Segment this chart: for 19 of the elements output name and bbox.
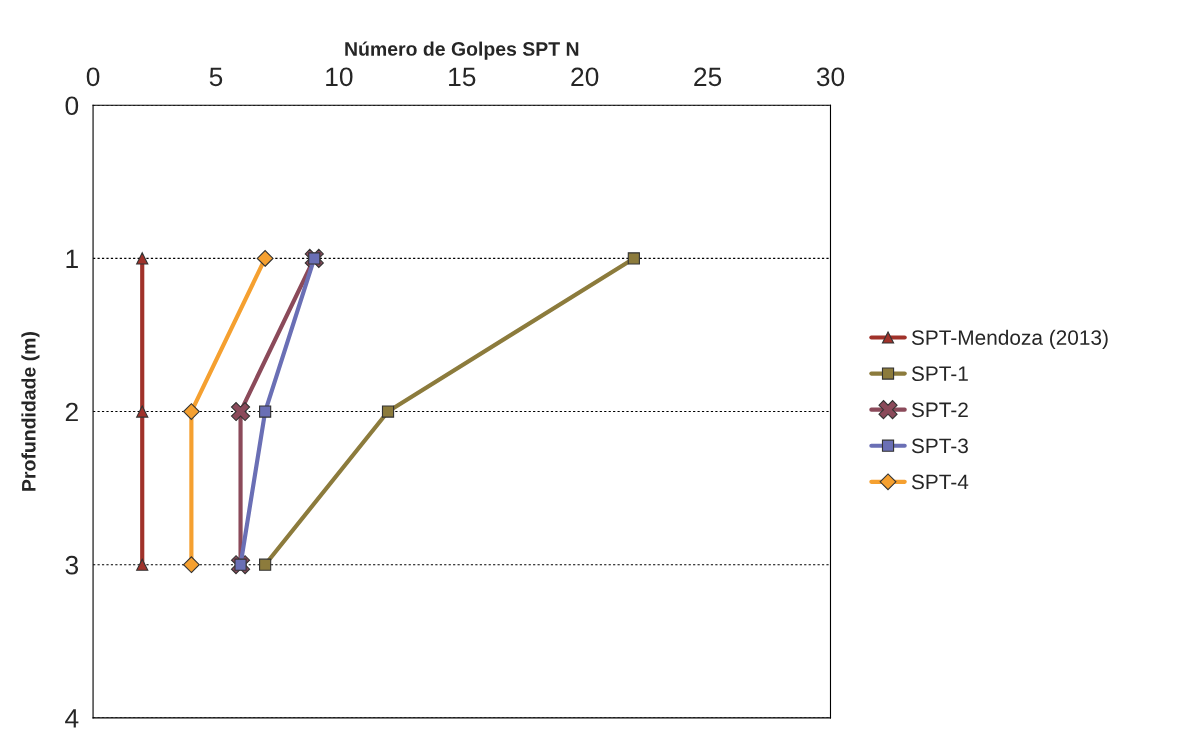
legend-label: SPT-4	[911, 474, 969, 490]
legend-label: SPT-Mendoza (2013)	[911, 329, 1108, 350]
y-tick-label: 1	[66, 249, 78, 268]
x-tick-label: 20	[571, 67, 599, 87]
x-tick-label: 0	[86, 67, 100, 87]
y-tick-label: 4	[65, 709, 79, 728]
x-tick-label: 10	[326, 67, 353, 87]
legend-label: SPT-3	[911, 438, 968, 454]
legend-label: SPT-1	[911, 366, 968, 382]
y-tick-label: 0	[65, 96, 79, 116]
y-tick-label: 2	[65, 402, 78, 422]
x-tick-label: 30	[816, 67, 845, 87]
y-tick-label: 3	[65, 555, 79, 575]
legend-label: SPT-2	[911, 402, 968, 418]
x-axis-title: Número de Golpes SPT N	[345, 41, 579, 60]
x-tick-label: 25	[694, 67, 722, 87]
y-axis-title: Profundidade (m)	[21, 332, 40, 491]
x-tick-label: 15	[449, 67, 476, 87]
x-tick-label: 5	[209, 67, 223, 87]
